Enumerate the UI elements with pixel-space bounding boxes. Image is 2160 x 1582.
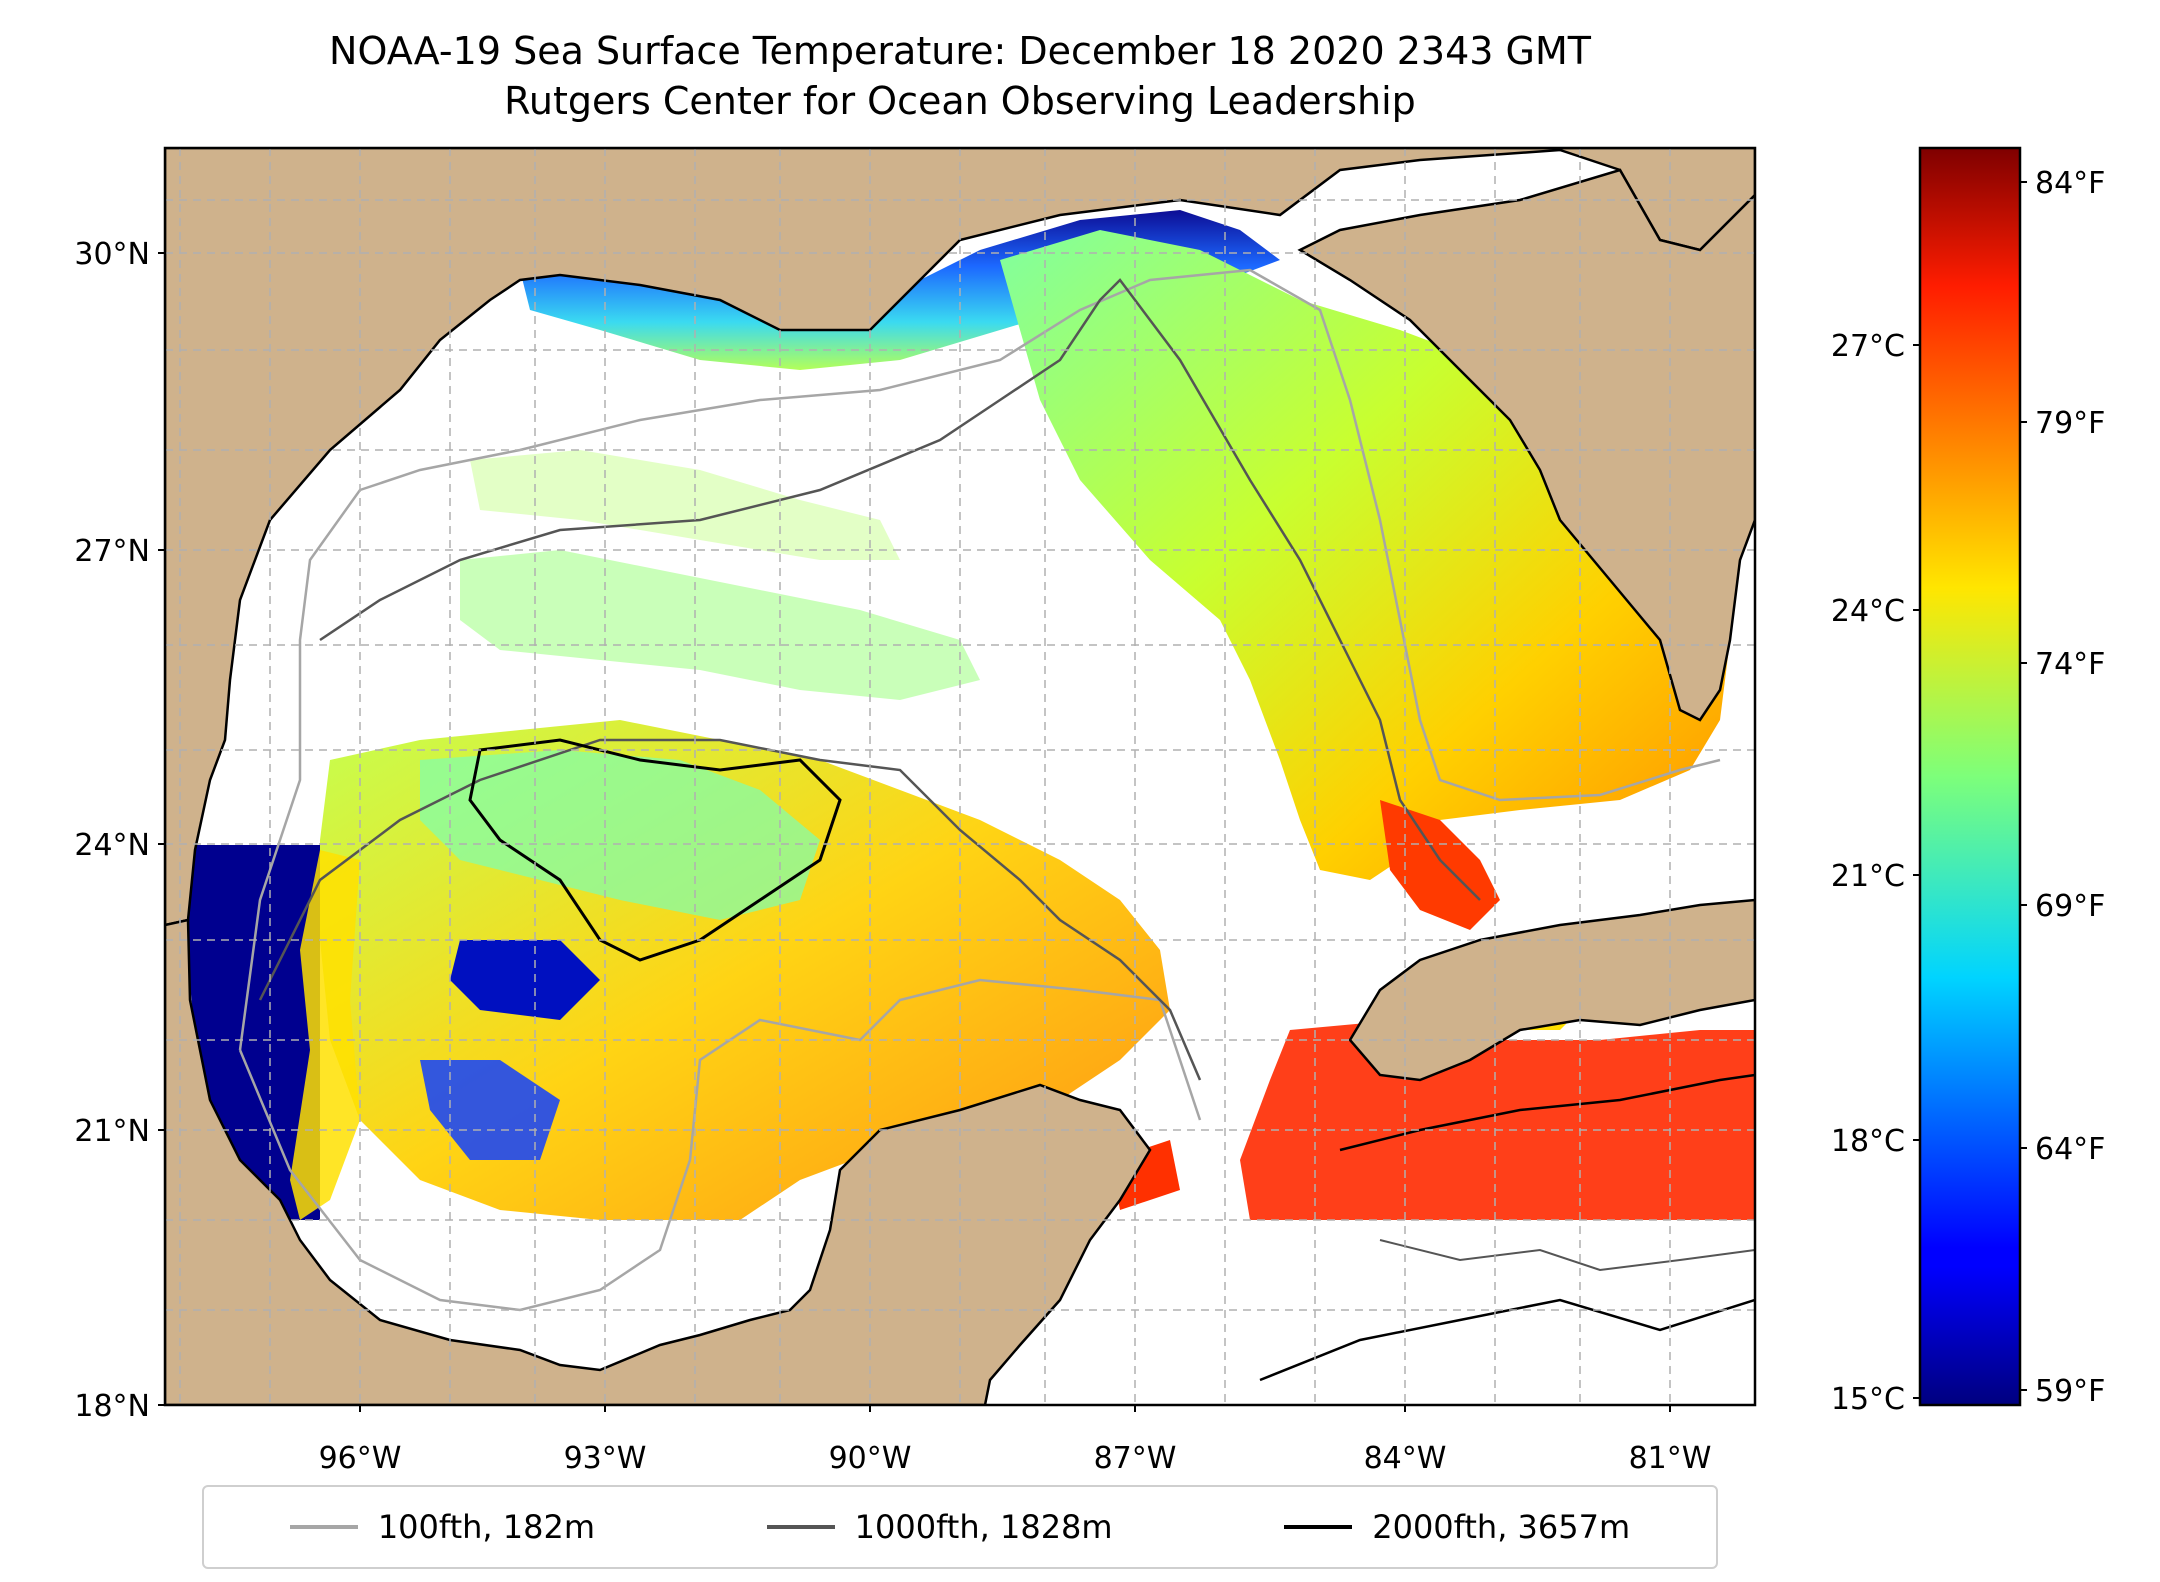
lat-tick-18: 18°N — [74, 1389, 150, 1424]
latitude-axis: 30°N 27°N 24°N 21°N 18°N — [74, 237, 165, 1424]
colorbar-c-tick-21: 21°C — [1831, 859, 1905, 894]
colorbar-c-tick-15: 15°C — [1831, 1382, 1905, 1417]
map-title: NOAA-19 Sea Surface Temperature: Decembe… — [329, 29, 1591, 73]
legend-item-100fth: 100fth, 182m — [289, 1508, 596, 1546]
lat-tick-21: 21°N — [74, 1114, 150, 1149]
colorbar-c-tick-18: 18°C — [1831, 1124, 1905, 1159]
map-subtitle: Rutgers Center for Ocean Observing Leade… — [504, 79, 1416, 123]
legend-label-2000fth: 2000fth, 3657m — [1372, 1508, 1631, 1546]
longitude-axis: 96°W 93°W 90°W 87°W 84°W 81°W — [319, 1405, 1712, 1476]
colorbar-gradient — [1918, 146, 2022, 1407]
lon-tick-81: 81°W — [1629, 1441, 1712, 1476]
contour-legend: 100fth, 182m 1000fth, 1828m 2000fth, 365… — [202, 1485, 1718, 1569]
colorbar-f-tick-69: 69°F — [2035, 889, 2105, 924]
lon-tick-84: 84°W — [1364, 1441, 1447, 1476]
legend-line-100fth — [289, 1525, 358, 1529]
legend-label-1000fth: 1000fth, 1828m — [854, 1508, 1113, 1546]
legend-line-1000fth — [766, 1525, 835, 1529]
colorbar-f-tick-84: 84°F — [2035, 166, 2105, 201]
colorbar-f-tick-79: 79°F — [2035, 406, 2105, 441]
legend-label-100fth: 100fth, 182m — [377, 1508, 596, 1546]
legend-item-2000fth: 2000fth, 3657m — [1284, 1508, 1630, 1546]
colorbar-f-tick-64: 64°F — [2035, 1132, 2105, 1167]
colorbar-c-tick-24: 24°C — [1831, 594, 1905, 629]
lon-tick-96: 96°W — [319, 1441, 402, 1476]
land — [165, 148, 1755, 1405]
map-frame — [163, 146, 1757, 1407]
lon-tick-93: 93°W — [564, 1441, 647, 1476]
colorbar: 27°C 24°C 21°C 18°C 15°C 84°F 79°F 74°F … — [1831, 146, 2105, 1417]
colorbar-c-tick-27: 27°C — [1831, 329, 1905, 364]
colorbar-f-tick-74: 74°F — [2035, 647, 2105, 682]
legend-line-2000fth — [1284, 1525, 1353, 1529]
lat-tick-24: 24°N — [74, 828, 150, 863]
lon-tick-90: 90°W — [829, 1441, 912, 1476]
legend-item-1000fth: 1000fth, 1828m — [766, 1508, 1113, 1546]
lon-tick-87: 87°W — [1094, 1441, 1177, 1476]
colorbar-f-tick-59: 59°F — [2035, 1374, 2105, 1409]
map-area — [165, 148, 1755, 1405]
lat-tick-27: 27°N — [74, 534, 150, 569]
lat-tick-30: 30°N — [74, 237, 150, 272]
